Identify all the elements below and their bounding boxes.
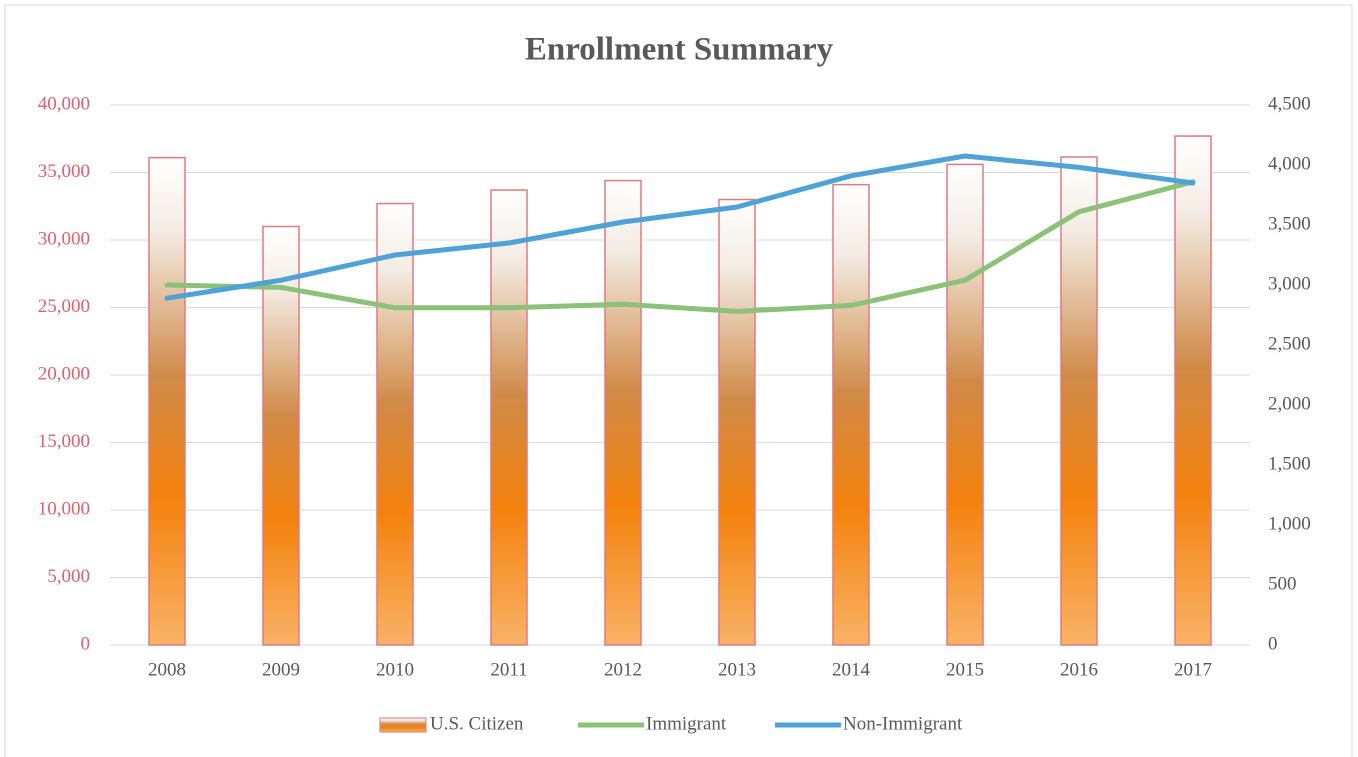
bar (1060, 156, 1098, 646)
legend-label: Non-Immigrant (843, 713, 963, 734)
x-tick-label: 2012 (604, 659, 642, 680)
chart-frame (4, 4, 1353, 757)
y2-tick-label: 500 (1268, 573, 1297, 594)
bar (946, 163, 984, 646)
bar (718, 198, 756, 646)
y-tick-label: 10,000 (38, 498, 90, 519)
x-tick-label: 2008 (148, 659, 186, 680)
line (164, 153, 1196, 301)
bar (604, 179, 642, 646)
x-tick-label: 2014 (832, 659, 871, 680)
y-tick-label: 25,000 (38, 296, 90, 317)
y-tick-label: 20,000 (38, 363, 90, 384)
bar (376, 202, 414, 646)
y2-tick-label: 2,000 (1268, 393, 1311, 414)
x-tick-label: 2010 (376, 659, 414, 680)
line (164, 179, 1196, 314)
y2-tick-label: 3,500 (1268, 213, 1311, 234)
y2-tick-label: 4,500 (1268, 93, 1311, 114)
x-tick-label: 2017 (1174, 659, 1212, 680)
y-tick-label: 0 (81, 633, 91, 654)
x-tick-label: 2009 (262, 659, 300, 680)
y2-tick-label: 4,000 (1268, 153, 1311, 174)
bar (148, 156, 186, 646)
x-tick-label: 2016 (1060, 659, 1098, 680)
y2-tick-label: 0 (1268, 633, 1278, 654)
bar (832, 183, 870, 646)
y-tick-label: 35,000 (38, 161, 90, 182)
bar (1174, 135, 1212, 646)
y2-tick-label: 1,000 (1268, 513, 1311, 534)
legend-label: U.S. Citizen (430, 713, 524, 734)
bar (262, 225, 300, 646)
y-tick-label: 15,000 (38, 431, 90, 452)
x-tick-label: 2015 (946, 659, 984, 680)
y2-tick-label: 2,500 (1268, 333, 1311, 354)
x-tick-label: 2011 (490, 659, 527, 680)
y-tick-label: 5,000 (47, 566, 90, 587)
legend-swatch (379, 717, 427, 733)
x-tick-label: 2013 (718, 659, 756, 680)
y2-tick-label: 3,000 (1268, 273, 1311, 294)
bar (490, 189, 528, 646)
y2-tick-label: 1,500 (1268, 453, 1311, 474)
y-tick-label: 30,000 (38, 228, 90, 249)
y-tick-label: 40,000 (38, 93, 90, 114)
chart-title: Enrollment Summary (525, 32, 834, 68)
legend-label: Immigrant (646, 713, 727, 734)
